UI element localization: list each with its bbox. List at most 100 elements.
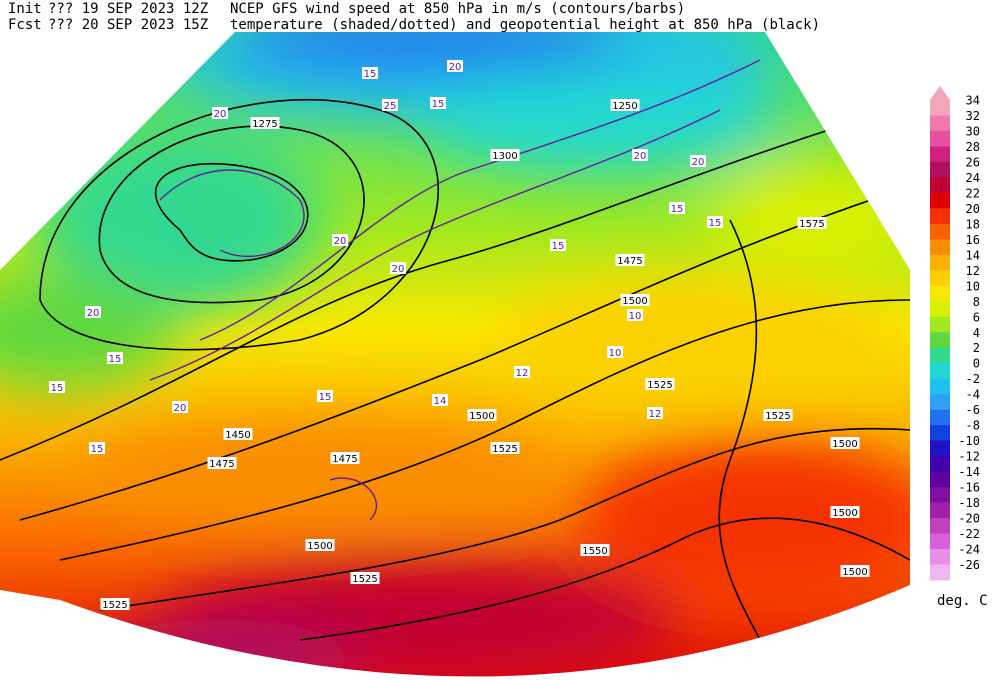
- colorbar-label: 28: [966, 140, 980, 154]
- label-box: [332, 234, 348, 246]
- init-label: Init: [8, 1, 42, 17]
- label-box: [467, 409, 497, 421]
- height-label: 1525: [352, 574, 377, 585]
- colorbar-label: 20: [966, 202, 980, 216]
- colorbar-swatch: [930, 409, 950, 426]
- label-box: [763, 409, 793, 421]
- colorbar-unit: deg. C: [937, 593, 988, 609]
- colorbar-label: 8: [973, 295, 980, 309]
- height-label: 1500: [832, 439, 857, 450]
- colorbar-label: -2: [966, 372, 980, 386]
- colorbar-label: 18: [966, 217, 980, 231]
- colorbar-swatch: [930, 161, 950, 178]
- colorbar-swatch: [930, 533, 950, 550]
- colorbar-swatch: [930, 115, 950, 132]
- colorbar-swatch: [930, 394, 950, 411]
- height-label: 1275: [252, 119, 277, 130]
- colorbar-swatch: [930, 239, 950, 256]
- label-box: [840, 565, 870, 577]
- colorbar-swatch: [930, 254, 950, 271]
- colorbar-swatch: [930, 285, 950, 302]
- wind-label: 20: [214, 109, 227, 120]
- height-label: 1450: [225, 430, 250, 441]
- wind-label: 20: [87, 308, 100, 319]
- height-label: 1250: [612, 101, 637, 112]
- colorbar-swatch: [930, 270, 950, 287]
- header: Init ??? 19 SEP 2023 12Z NCEP GFS wind s…: [8, 1, 820, 33]
- wind-label: 15: [709, 218, 722, 229]
- label-box: [707, 216, 723, 228]
- wind-label: 15: [364, 69, 377, 80]
- height-label: 1525: [492, 444, 517, 455]
- colorbar-label: 6: [973, 310, 980, 324]
- height-label: 1500: [307, 541, 332, 552]
- label-box: [250, 117, 280, 129]
- colorbar-swatch: [930, 100, 950, 116]
- colorbar-swatch: [930, 502, 950, 519]
- label-box: [89, 442, 105, 454]
- wind-label: 20: [174, 403, 187, 414]
- height-label: 1500: [842, 567, 867, 578]
- label-box: [610, 99, 640, 111]
- colorbar-arrow: [930, 86, 950, 100]
- height-label: 1525: [765, 411, 790, 422]
- label-box: [615, 254, 645, 266]
- wind-label: 15: [552, 241, 565, 252]
- height-label: 1500: [622, 296, 647, 307]
- title-line: temperature (shaded/dotted) and geopoten…: [230, 17, 820, 33]
- label-box: [212, 107, 228, 119]
- label-box: [514, 366, 530, 378]
- label-box: [223, 428, 253, 440]
- wind-label: 15: [109, 354, 122, 365]
- wind-label: 12: [649, 409, 662, 420]
- label-box: [432, 394, 448, 406]
- height-label: 1475: [617, 256, 642, 267]
- label-box: [669, 202, 685, 214]
- colorbar-swatch: [930, 301, 950, 318]
- wind-label: 15: [51, 383, 64, 394]
- label-box: [430, 97, 446, 109]
- colorbar-label: -16: [958, 481, 980, 495]
- colorbar-swatch: [930, 425, 950, 442]
- colorbar-label: 26: [966, 155, 980, 169]
- label-box: [830, 506, 860, 518]
- colorbar-label: 12: [966, 264, 980, 278]
- colorbar-swatch: [930, 549, 950, 566]
- wind-label: 20: [634, 151, 647, 162]
- label-box: [490, 149, 520, 161]
- wind-label: 10: [629, 311, 642, 322]
- colorbar-swatch: [930, 146, 950, 163]
- colorbar-swatch: [930, 471, 950, 488]
- colorbar-swatch: [930, 177, 950, 194]
- height-label: 1300: [492, 151, 517, 162]
- colorbar-label: 30: [966, 124, 980, 138]
- label-box: [350, 572, 380, 584]
- height-label: 1550: [582, 546, 607, 557]
- height-label: 1525: [102, 600, 127, 611]
- wind-label: 20: [334, 236, 347, 247]
- colorbar-label: 22: [966, 186, 980, 200]
- wind-label: 25: [384, 101, 397, 112]
- label-box: [607, 346, 623, 358]
- colorbar-label: 24: [966, 171, 980, 185]
- colorbar-label: 34: [966, 94, 980, 108]
- colorbar-swatch: [930, 564, 950, 581]
- colorbar-label: -26: [958, 558, 980, 572]
- label-box: [447, 60, 463, 72]
- wind-label: 15: [432, 99, 445, 110]
- colorbar-swatch: [930, 363, 950, 380]
- wind-label: 10: [609, 348, 622, 359]
- label-box: [382, 99, 398, 111]
- label-box: [207, 457, 237, 469]
- colorbar-swatch: [930, 316, 950, 333]
- map: [0, 32, 910, 677]
- label-box: [645, 378, 675, 390]
- colorbar-label: 14: [966, 248, 980, 262]
- colorbar-swatch: [930, 208, 950, 225]
- wind-label: 20: [692, 157, 705, 168]
- label-box: [107, 352, 123, 364]
- height-label: 1500: [832, 508, 857, 519]
- colorbar-label: -14: [958, 465, 980, 479]
- label-box: [620, 294, 650, 306]
